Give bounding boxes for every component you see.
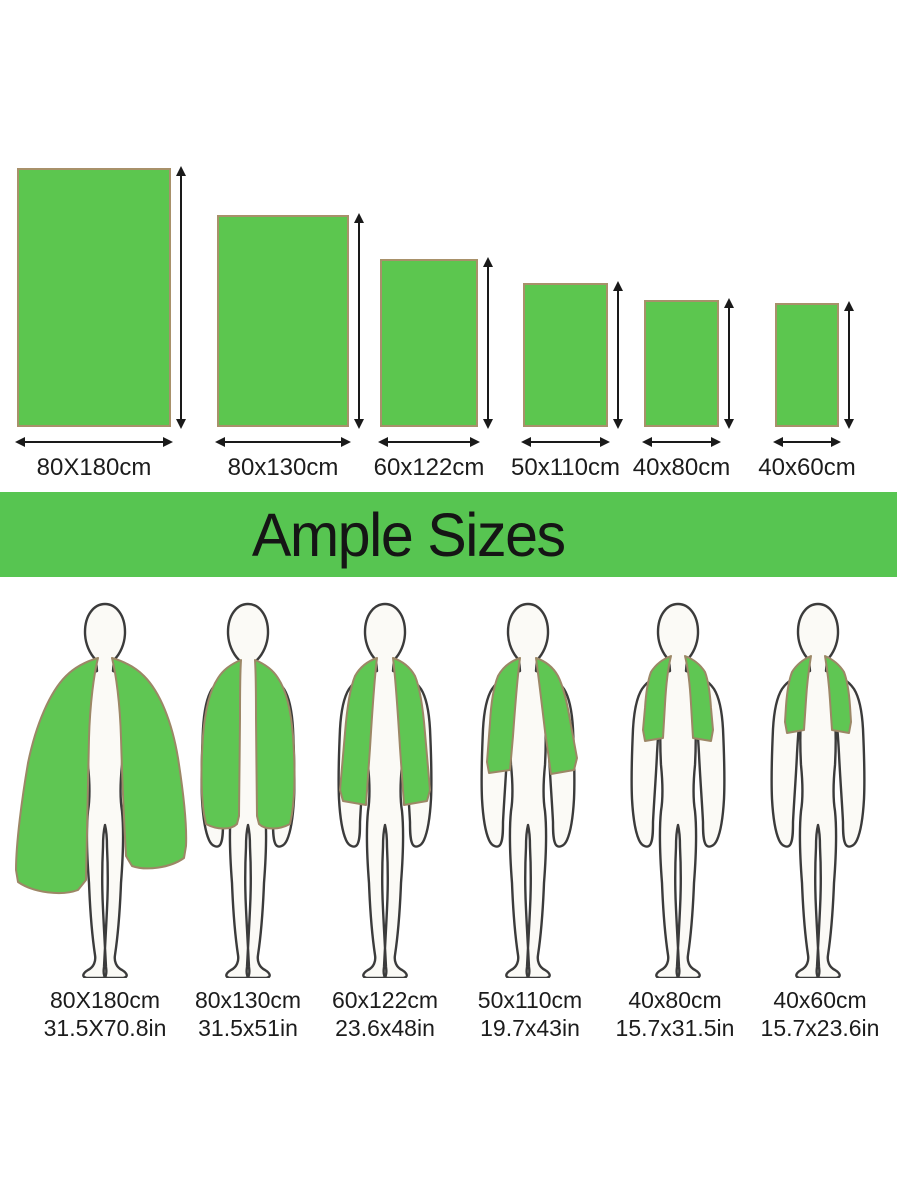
- figure-50x110: [480, 602, 578, 978]
- towel-scarf-right: [392, 657, 431, 806]
- figure-label-cm: 40x60cm: [773, 987, 867, 1013]
- width-arrow: [773, 436, 841, 448]
- figure-label: 40x60cm 15.7x23.6in: [730, 986, 900, 1042]
- towel-drape-cloak-to-calf-right: [111, 657, 188, 870]
- towel-rectangle: [523, 283, 608, 427]
- size-label-cm: 80X180cm: [36, 454, 152, 481]
- size-label-cm: 40x80cm: [632, 454, 731, 481]
- figure-label-in: 15.7x23.6in: [760, 1015, 880, 1041]
- towel-drape-cloak-to-thigh-left: [200, 659, 242, 830]
- height-arrow: [723, 298, 735, 429]
- size-label-cm: 50x110cm: [511, 454, 620, 481]
- figure-80x130: [200, 602, 296, 978]
- towel-rectangle: [217, 215, 349, 427]
- towel-size-column-40x80: 40x80cm: [633, 298, 734, 481]
- towel-neck-left: [642, 655, 672, 742]
- ample-sizes-banner: Ample Sizes: [0, 492, 897, 577]
- towel-scarf-left: [339, 657, 378, 806]
- figure-40x60: [770, 602, 866, 978]
- figure-label-in: 19.7x43in: [480, 1015, 580, 1041]
- figure-label-cm: 80X180cm: [50, 987, 160, 1013]
- height-arrow: [353, 213, 365, 429]
- width-arrow: [15, 436, 173, 448]
- figure-label: 60x122cm 23.6x48in: [295, 986, 475, 1042]
- figure-label-cm: 50x110cm: [477, 987, 583, 1013]
- width-arrow: [521, 436, 610, 448]
- human-silhouette: [630, 602, 726, 978]
- width-arrow: [642, 436, 721, 448]
- towel-rectangle: [17, 168, 171, 427]
- towel-scarf-over-forearm-right: [535, 657, 578, 775]
- figure-40x80: [630, 602, 726, 978]
- figure-label-in: 31.5x51in: [198, 1015, 298, 1041]
- figure-label-cm: 40x80cm: [628, 987, 722, 1013]
- figure-label-in: 15.7x31.5in: [615, 1015, 735, 1041]
- figure-label-in: 31.5X70.8in: [43, 1015, 167, 1041]
- figure-label: 80x130cm 31.5x51in: [158, 986, 338, 1042]
- towel-size-column-60x122: 60x122cm: [374, 257, 493, 481]
- width-arrow: [378, 436, 480, 448]
- towel-rectangle: [644, 300, 719, 427]
- towel-size-column-80x130: 80x130cm: [215, 213, 364, 481]
- height-arrow: [612, 281, 624, 429]
- size-label-cm: 60x122cm: [373, 454, 485, 481]
- human-silhouette: [480, 602, 576, 978]
- towel-drape-cloak-to-thigh-right: [254, 659, 296, 830]
- figure-label: 50x110cm 19.7x43in: [440, 986, 620, 1042]
- size-label-cm: 40x60cm: [758, 454, 856, 481]
- figure-80x180: [15, 602, 188, 978]
- figure-label-in: 23.6x48in: [335, 1015, 435, 1041]
- towel-rectangle: [775, 303, 839, 427]
- towel-scarf-left: [486, 657, 521, 774]
- figure-60x122: [337, 602, 433, 978]
- figure-label-cm: 60x122cm: [331, 987, 439, 1013]
- towel-neck-short-left: [784, 655, 812, 734]
- height-arrow: [843, 301, 855, 429]
- towel-neck-short-right: [824, 655, 852, 734]
- towel-size-column-80x180: 80X180cm: [15, 166, 186, 481]
- width-arrow: [215, 436, 351, 448]
- figure-label: 80X180cm 31.5X70.8in: [15, 986, 195, 1042]
- height-arrow: [482, 257, 494, 429]
- towel-rectangle: [380, 259, 478, 427]
- towel-size-column-50x110: 50x110cm: [511, 281, 623, 481]
- towel-size-column-40x60: 40x60cm: [758, 301, 856, 481]
- height-arrow: [175, 166, 187, 429]
- figure-label-cm: 80x130cm: [194, 987, 302, 1013]
- banner-title: Ample Sizes: [252, 500, 566, 569]
- human-silhouette: [770, 602, 866, 978]
- towel-neck-right: [684, 655, 714, 742]
- figure-label: 40x80cm 15.7x31.5in: [585, 986, 765, 1042]
- size-label-cm: 80x130cm: [227, 454, 339, 481]
- towel-drape-cloak-to-calf-left: [15, 657, 99, 895]
